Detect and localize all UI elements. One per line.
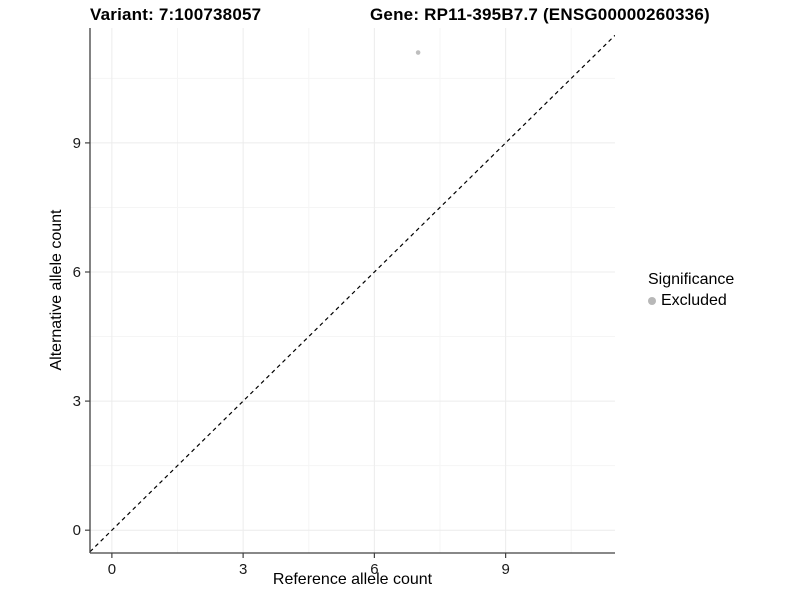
variant-title: Variant: 7:100738057 (90, 5, 262, 24)
y-tick-label: 9 (73, 135, 81, 152)
y-tick-label: 6 (73, 264, 81, 281)
identity-line (90, 34, 615, 553)
y-tick-label: 0 (73, 522, 81, 539)
y-tick-label: 3 (73, 393, 81, 410)
x-tick-label: 6 (370, 561, 378, 578)
legend-key-dot-icon (648, 297, 656, 305)
y-axis-title: Alternative allele count (48, 209, 65, 371)
x-tick-label: 3 (239, 561, 247, 578)
legend: Significance Excluded (648, 271, 734, 310)
x-tick-label: 9 (501, 561, 509, 578)
legend-title: Significance (648, 271, 735, 288)
legend-entry-excluded: Excluded (648, 292, 734, 310)
gene-title: Gene: RP11-395B7.7 (ENSG00000260336) (370, 5, 710, 24)
x-axis-title: Reference allele count (272, 571, 433, 588)
x-tick-label: 0 (108, 561, 116, 578)
data-point (415, 50, 421, 55)
legend-entry-label: Excluded (661, 292, 727, 309)
